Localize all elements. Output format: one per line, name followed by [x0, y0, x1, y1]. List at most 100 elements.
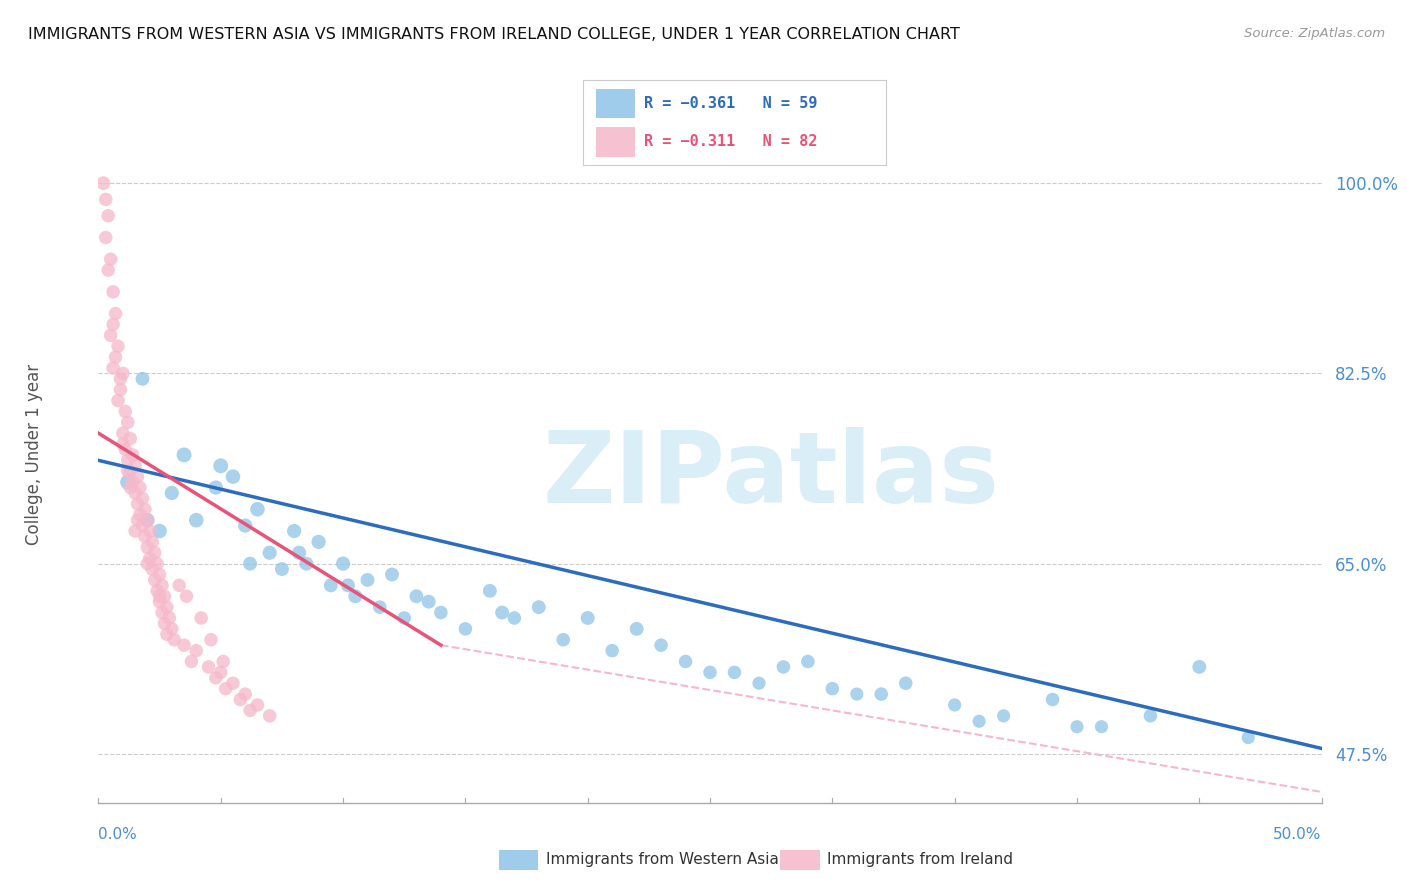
- Text: Immigrants from Western Asia: Immigrants from Western Asia: [546, 853, 779, 867]
- Point: [993, 708, 1015, 723]
- Point: [699, 665, 721, 680]
- Point: [100, 252, 122, 267]
- Point: [121, 475, 143, 489]
- Point: [101, 285, 124, 299]
- Point: [176, 589, 198, 603]
- Text: Immigrants from Ireland: Immigrants from Ireland: [827, 853, 1012, 867]
- Point: [600, 643, 623, 657]
- Point: [127, 469, 149, 483]
- Point: [131, 372, 153, 386]
- Point: [131, 491, 153, 506]
- Point: [117, 475, 139, 489]
- Point: [723, 665, 745, 680]
- Point: [1066, 720, 1088, 734]
- Point: [675, 655, 697, 669]
- Point: [101, 361, 124, 376]
- Point: [149, 589, 172, 603]
- Point: [149, 567, 172, 582]
- Point: [110, 372, 132, 386]
- Point: [283, 524, 305, 538]
- Point: [222, 676, 245, 690]
- Point: [650, 638, 672, 652]
- Point: [186, 513, 208, 527]
- Point: [239, 557, 262, 571]
- Point: [491, 606, 513, 620]
- Point: [111, 367, 134, 381]
- Point: [117, 464, 139, 478]
- Point: [136, 513, 159, 527]
- Point: [748, 676, 770, 690]
- Point: [180, 655, 202, 669]
- Point: [943, 698, 966, 712]
- Point: [114, 404, 136, 418]
- Point: [131, 518, 153, 533]
- Point: [101, 318, 124, 332]
- Point: [967, 714, 990, 729]
- Point: [626, 622, 648, 636]
- Point: [1188, 660, 1211, 674]
- Point: [120, 432, 142, 446]
- Point: [222, 469, 245, 483]
- Point: [136, 513, 159, 527]
- Point: [94, 230, 117, 244]
- Point: [392, 611, 416, 625]
- Point: [1090, 720, 1112, 734]
- Point: [246, 698, 269, 712]
- Point: [150, 606, 173, 620]
- Point: [368, 600, 391, 615]
- Point: [288, 546, 311, 560]
- Point: [157, 611, 180, 625]
- Point: [1237, 731, 1260, 745]
- Point: [114, 442, 136, 457]
- Point: [104, 350, 127, 364]
- Point: [405, 589, 427, 603]
- Point: [212, 655, 235, 669]
- Point: [214, 681, 236, 696]
- Point: [233, 518, 256, 533]
- Point: [418, 595, 440, 609]
- Point: [308, 535, 330, 549]
- Point: [121, 448, 143, 462]
- Point: [111, 437, 134, 451]
- Point: [173, 638, 195, 652]
- Text: Source: ZipAtlas.com: Source: ZipAtlas.com: [1244, 27, 1385, 40]
- Point: [149, 524, 172, 538]
- Point: [1042, 692, 1064, 706]
- Point: [97, 209, 120, 223]
- Bar: [596, 127, 636, 157]
- Point: [91, 176, 114, 190]
- Text: ZIPatlas: ZIPatlas: [543, 427, 1000, 524]
- Point: [295, 557, 318, 571]
- Point: [503, 611, 526, 625]
- Point: [553, 632, 575, 647]
- Point: [150, 578, 173, 592]
- Text: IMMIGRANTS FROM WESTERN ASIA VS IMMIGRANTS FROM IRELAND COLLEGE, UNDER 1 YEAR CO: IMMIGRANTS FROM WESTERN ASIA VS IMMIGRAN…: [28, 27, 960, 42]
- Point: [110, 383, 132, 397]
- Point: [186, 643, 208, 657]
- Point: [259, 546, 281, 560]
- Point: [117, 453, 139, 467]
- Point: [239, 703, 262, 717]
- Point: [430, 606, 453, 620]
- Point: [117, 415, 139, 429]
- Point: [163, 632, 186, 647]
- Point: [134, 529, 156, 543]
- Point: [120, 481, 142, 495]
- Point: [156, 600, 179, 615]
- Point: [356, 573, 378, 587]
- Point: [319, 578, 342, 592]
- Point: [229, 692, 252, 706]
- Point: [270, 562, 294, 576]
- Point: [134, 502, 156, 516]
- Point: [336, 578, 359, 592]
- Point: [136, 557, 159, 571]
- Point: [127, 497, 149, 511]
- Text: R = −0.311   N = 82: R = −0.311 N = 82: [644, 134, 817, 149]
- Point: [139, 551, 162, 566]
- Point: [233, 687, 256, 701]
- Point: [107, 393, 129, 408]
- Point: [97, 263, 120, 277]
- Point: [209, 665, 232, 680]
- Point: [1139, 708, 1161, 723]
- Point: [821, 681, 844, 696]
